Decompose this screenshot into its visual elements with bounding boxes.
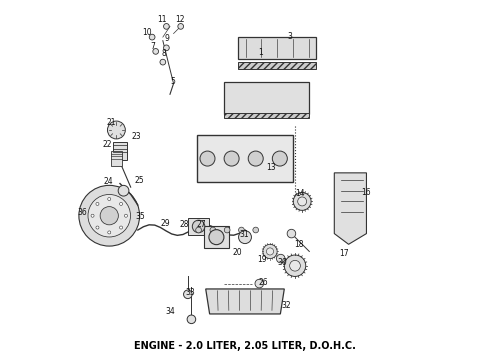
- Circle shape: [107, 121, 125, 139]
- Circle shape: [224, 227, 230, 233]
- Text: 25: 25: [135, 176, 145, 185]
- Circle shape: [255, 279, 264, 288]
- Text: 26: 26: [259, 278, 269, 287]
- Bar: [238, 37, 317, 59]
- Circle shape: [120, 202, 122, 206]
- Circle shape: [79, 185, 140, 246]
- Circle shape: [253, 227, 259, 233]
- Text: 31: 31: [240, 230, 249, 239]
- Polygon shape: [206, 289, 284, 314]
- Bar: [223, 82, 309, 114]
- Text: 28: 28: [179, 220, 189, 229]
- Circle shape: [276, 254, 285, 263]
- Circle shape: [96, 202, 99, 206]
- Bar: [223, 113, 309, 118]
- Circle shape: [239, 227, 245, 233]
- Bar: [197, 135, 293, 182]
- Polygon shape: [334, 173, 367, 244]
- Text: 36: 36: [77, 208, 87, 217]
- Text: 9: 9: [165, 35, 170, 44]
- Circle shape: [108, 198, 111, 201]
- Circle shape: [187, 315, 196, 324]
- Bar: [188, 217, 209, 235]
- Circle shape: [88, 194, 130, 237]
- Bar: [113, 143, 127, 160]
- Circle shape: [272, 151, 287, 166]
- Circle shape: [108, 231, 111, 234]
- Circle shape: [153, 49, 159, 54]
- Text: 7: 7: [150, 42, 155, 51]
- Circle shape: [160, 59, 166, 65]
- Text: 29: 29: [161, 219, 171, 228]
- Circle shape: [267, 248, 273, 255]
- Bar: [111, 152, 122, 166]
- Circle shape: [293, 193, 311, 210]
- Circle shape: [287, 229, 296, 238]
- Circle shape: [91, 214, 94, 217]
- Text: 11: 11: [157, 15, 167, 24]
- Text: 24: 24: [104, 177, 113, 186]
- Text: 1: 1: [259, 48, 264, 57]
- Text: 21: 21: [106, 118, 116, 127]
- Text: 3: 3: [287, 32, 292, 41]
- Text: 20: 20: [232, 248, 242, 257]
- Text: 23: 23: [131, 132, 141, 141]
- Circle shape: [96, 226, 99, 229]
- Text: 16: 16: [361, 188, 370, 197]
- Circle shape: [224, 151, 239, 166]
- Circle shape: [164, 23, 169, 29]
- Bar: [238, 62, 317, 69]
- Text: 17: 17: [340, 249, 349, 258]
- Circle shape: [120, 226, 122, 229]
- Text: 18: 18: [294, 240, 303, 249]
- Circle shape: [298, 197, 307, 206]
- Bar: [204, 226, 229, 248]
- Circle shape: [196, 227, 201, 233]
- Circle shape: [100, 207, 119, 225]
- Text: 10: 10: [142, 28, 151, 37]
- Text: 14: 14: [295, 189, 305, 198]
- Circle shape: [149, 34, 155, 40]
- Text: 13: 13: [266, 163, 275, 172]
- Circle shape: [178, 23, 184, 29]
- Circle shape: [192, 220, 205, 233]
- Circle shape: [124, 214, 127, 217]
- Circle shape: [210, 227, 216, 233]
- Circle shape: [184, 290, 192, 298]
- Text: 5: 5: [171, 77, 175, 86]
- Circle shape: [290, 260, 300, 271]
- Circle shape: [263, 244, 277, 258]
- Text: 32: 32: [281, 301, 291, 310]
- Circle shape: [239, 231, 251, 244]
- Circle shape: [200, 151, 215, 166]
- Circle shape: [118, 185, 129, 196]
- Circle shape: [248, 151, 263, 166]
- Text: 22: 22: [103, 140, 112, 149]
- Text: 8: 8: [161, 49, 166, 58]
- Circle shape: [284, 255, 306, 276]
- Text: 34: 34: [165, 307, 175, 316]
- Text: 12: 12: [175, 15, 185, 24]
- Text: 35: 35: [136, 212, 146, 221]
- Text: 19: 19: [257, 255, 267, 264]
- Text: 33: 33: [186, 288, 196, 297]
- Circle shape: [209, 230, 224, 245]
- Text: 30: 30: [278, 258, 287, 267]
- Text: ENGINE - 2.0 LITER, 2.05 LITER, D.O.H.C.: ENGINE - 2.0 LITER, 2.05 LITER, D.O.H.C.: [134, 342, 356, 351]
- Circle shape: [164, 45, 169, 51]
- Text: 27: 27: [196, 220, 206, 229]
